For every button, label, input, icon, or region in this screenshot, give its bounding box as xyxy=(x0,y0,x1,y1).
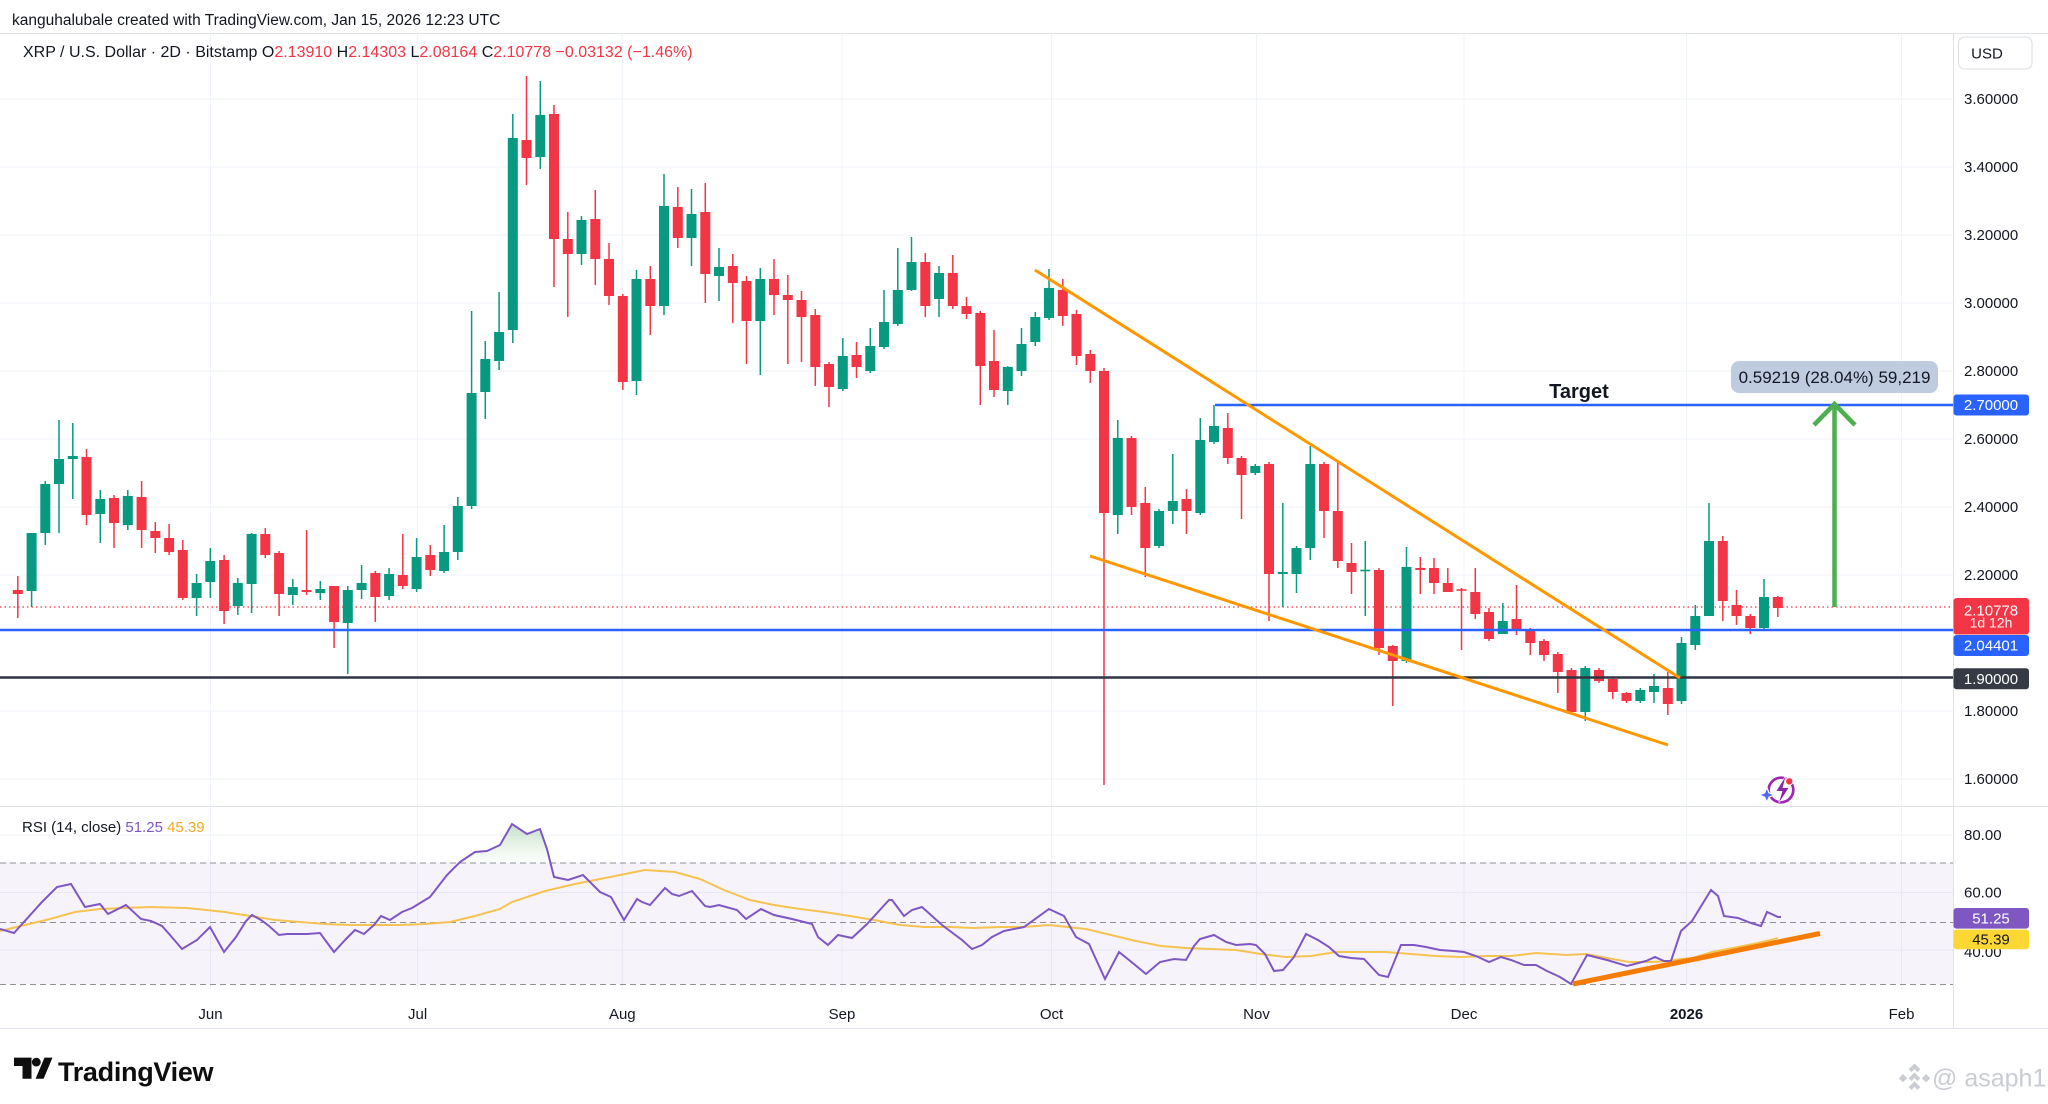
svg-text:RSI (14, close) 51.25 45.39: RSI (14, close) 51.25 45.39 xyxy=(22,819,205,836)
svg-text:Feb: Feb xyxy=(1889,1006,1915,1023)
svg-text:1.60000: 1.60000 xyxy=(1964,771,2018,788)
svg-text:TradingView: TradingView xyxy=(58,1057,215,1087)
svg-text:Sep: Sep xyxy=(829,1006,856,1023)
svg-text:Jun: Jun xyxy=(198,1006,222,1023)
svg-text:2.80000: 2.80000 xyxy=(1964,363,2018,380)
svg-text:1d 12h: 1d 12h xyxy=(1970,615,2013,631)
svg-text:Target: Target xyxy=(1549,381,1609,403)
svg-text:3.00000: 3.00000 xyxy=(1964,295,2018,312)
svg-text:XRP / U.S. Dollar · 2D · Bitst: XRP / U.S. Dollar · 2D · Bitstamp O2.139… xyxy=(23,44,693,61)
svg-text:2.10778: 2.10778 xyxy=(1964,602,2018,619)
svg-text:3.40000: 3.40000 xyxy=(1964,159,2018,176)
svg-text:kanguhalubale created with Tra: kanguhalubale created with TradingView.c… xyxy=(12,12,500,29)
svg-text:0.59219 (28.04%) 59,219: 0.59219 (28.04%) 59,219 xyxy=(1739,368,1931,387)
svg-text:2.04401: 2.04401 xyxy=(1964,638,2018,655)
svg-text:2.40000: 2.40000 xyxy=(1964,499,2018,516)
svg-text:@ asaph1: @ asaph1 xyxy=(1932,1065,2046,1093)
svg-text:60.00: 60.00 xyxy=(1964,885,2002,902)
svg-text:3.20000: 3.20000 xyxy=(1964,227,2018,244)
svg-text:2026: 2026 xyxy=(1670,1006,1703,1023)
svg-text:2.60000: 2.60000 xyxy=(1964,431,2018,448)
svg-text:Aug: Aug xyxy=(609,1006,636,1023)
svg-text:2.20000: 2.20000 xyxy=(1964,567,2018,584)
svg-text:Nov: Nov xyxy=(1243,1006,1270,1023)
svg-text:Jul: Jul xyxy=(408,1006,427,1023)
svg-text:51.25: 51.25 xyxy=(1972,911,2010,928)
svg-text:45.39: 45.39 xyxy=(1972,932,2010,949)
svg-text:3.60000: 3.60000 xyxy=(1964,91,2018,108)
svg-text:1.80000: 1.80000 xyxy=(1964,703,2018,720)
svg-text:Dec: Dec xyxy=(1451,1006,1478,1023)
svg-text:Oct: Oct xyxy=(1040,1006,1064,1023)
svg-text:2.70000: 2.70000 xyxy=(1964,397,2018,414)
svg-text:80.00: 80.00 xyxy=(1964,827,2002,844)
svg-text:1.90000: 1.90000 xyxy=(1964,671,2018,688)
svg-text:USD: USD xyxy=(1971,46,2003,63)
